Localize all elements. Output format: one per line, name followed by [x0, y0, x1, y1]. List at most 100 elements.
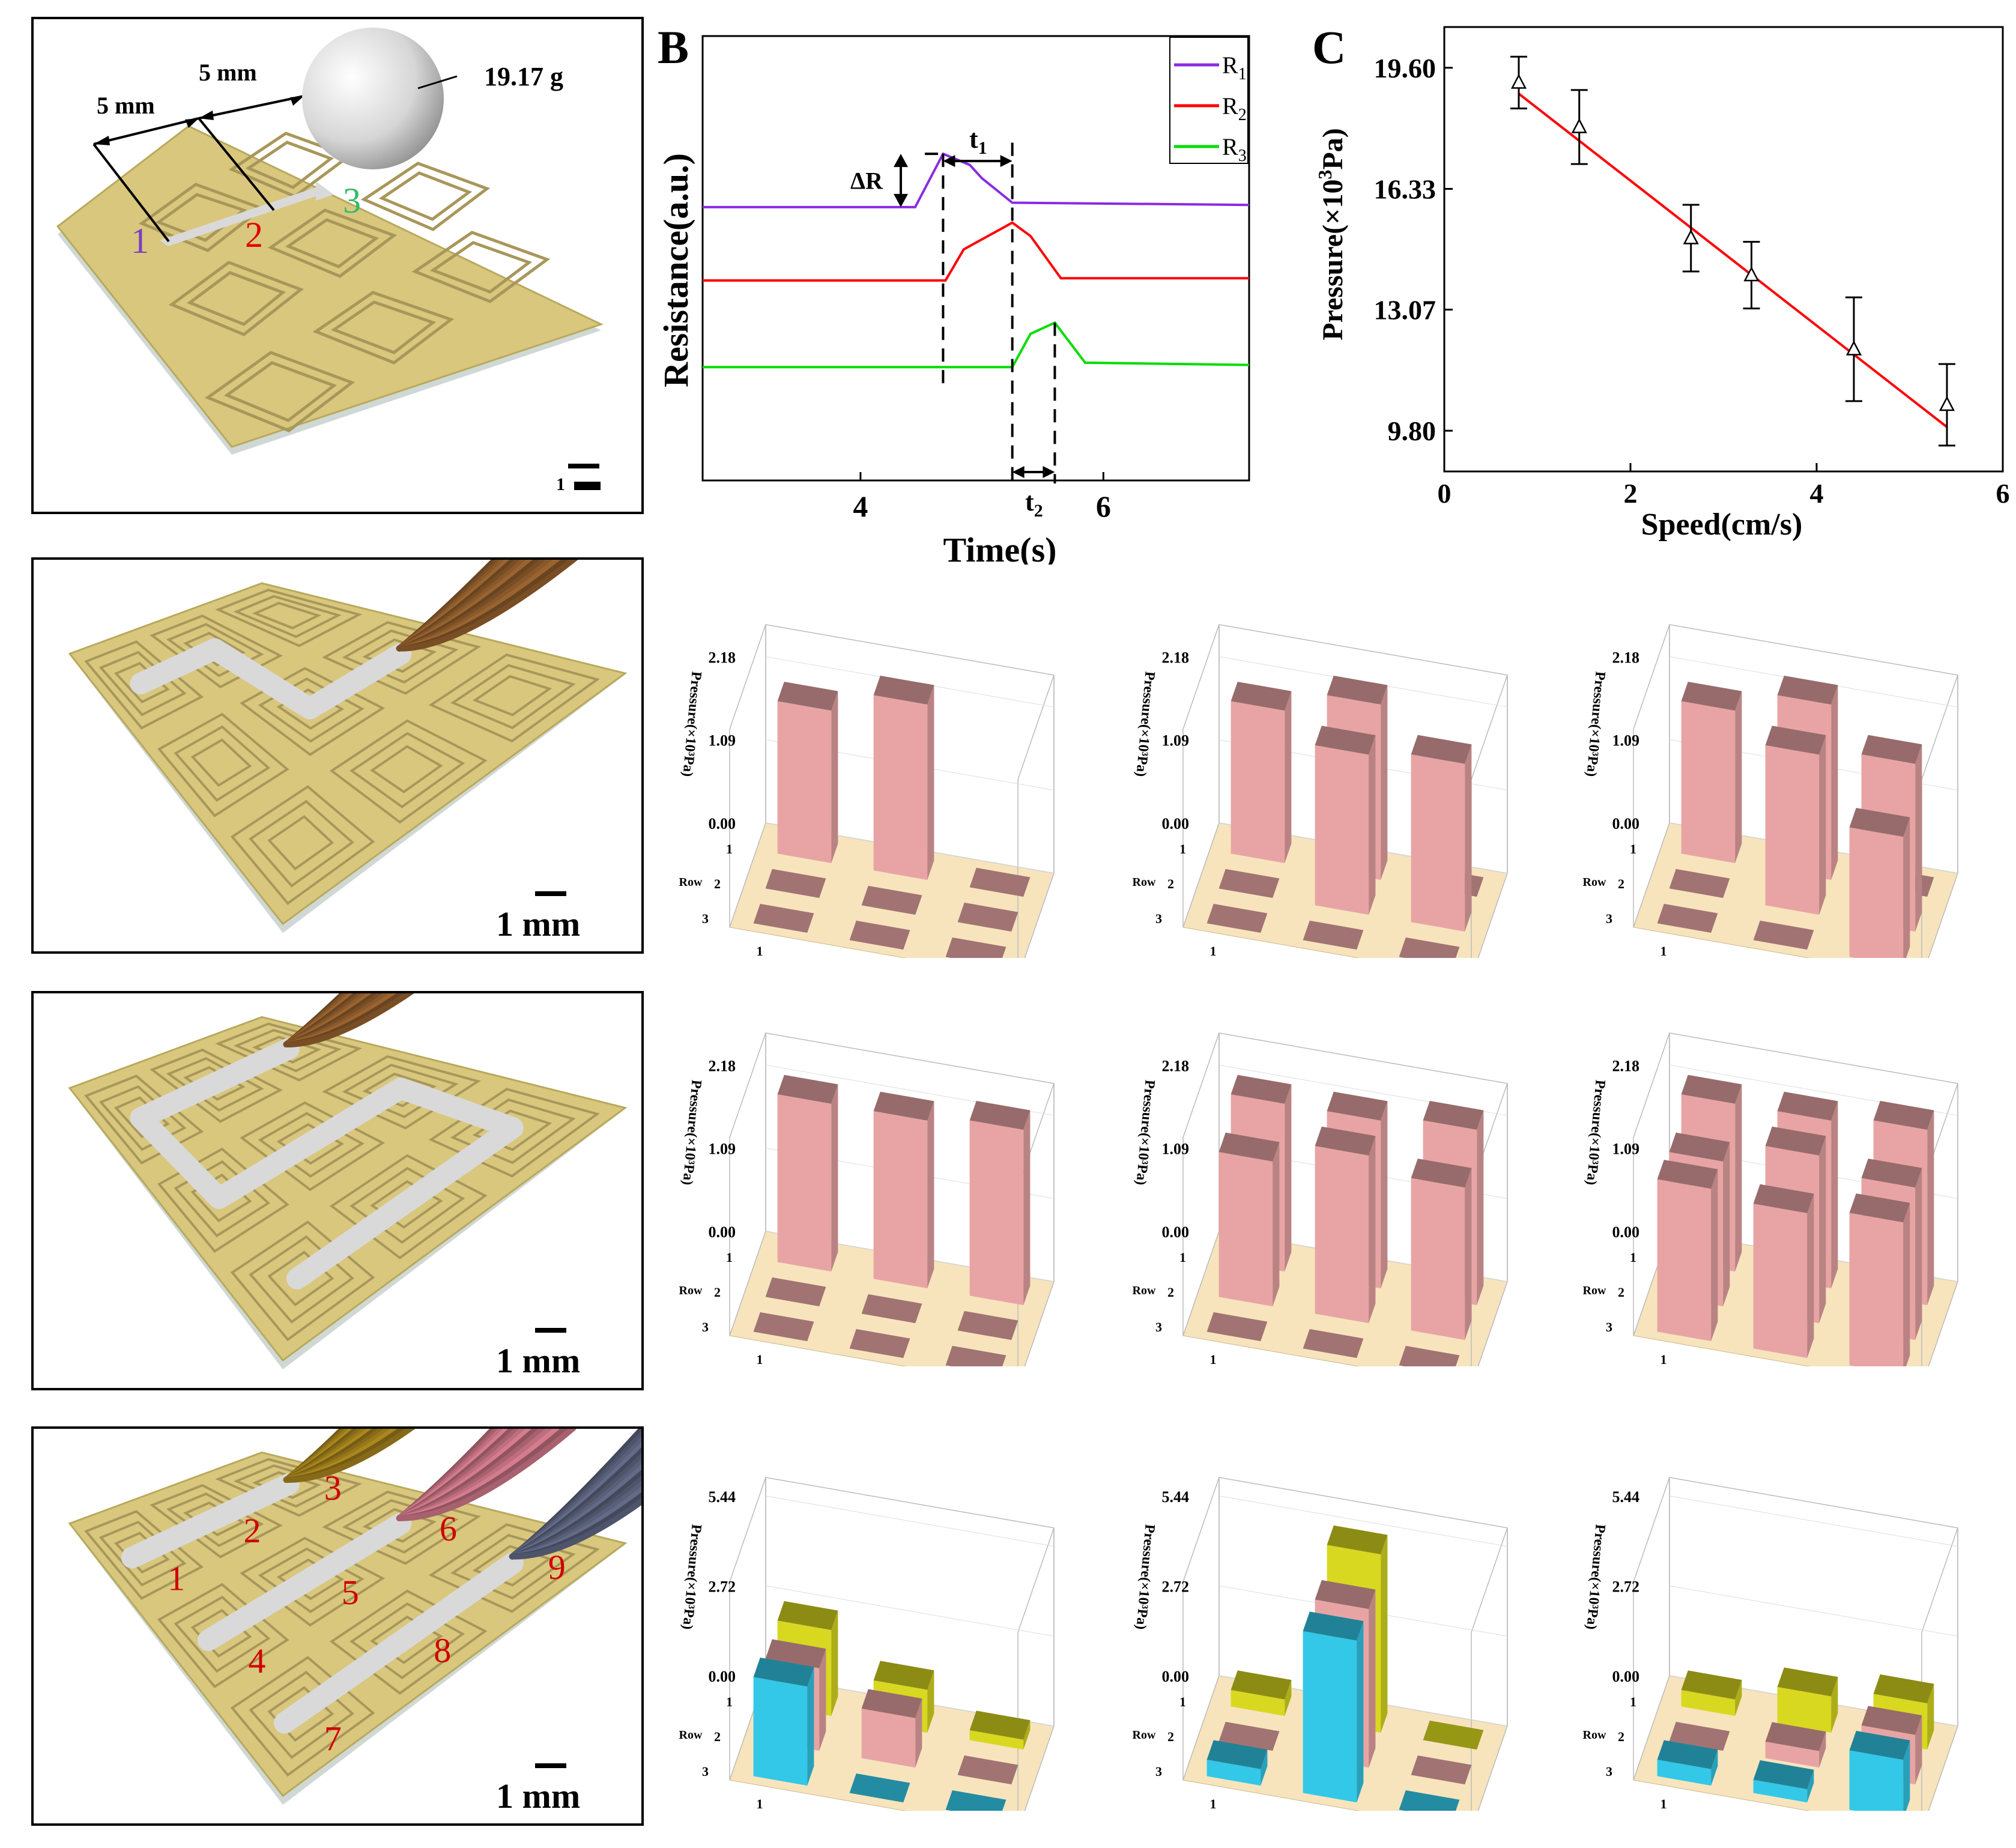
row-tick-label: 3: [1155, 1764, 1162, 1779]
bar-top: [1411, 735, 1472, 764]
row-tick-label: 1: [726, 1250, 733, 1265]
bar-top: [1765, 1722, 1826, 1751]
row-tick-label: 1: [1630, 1250, 1636, 1265]
t2-label: t2: [1025, 487, 1043, 521]
bar-side: [1381, 685, 1388, 880]
scale-bar: [535, 891, 566, 896]
series-line-r1: [703, 152, 1250, 208]
sensor-number-label: 8: [434, 1631, 451, 1670]
arrowhead: [1012, 466, 1025, 478]
z-tick-label: 0.00: [1612, 1223, 1640, 1241]
z-tick-label: 0.00: [1162, 815, 1190, 832]
legend-label: R1: [1222, 52, 1247, 83]
z-tick-label: 2.18: [1612, 1057, 1640, 1074]
bar3d-chart: 0.001.092.18Pressure(×10³Pa)123Row135Col…: [1583, 624, 1958, 958]
bar-front: [873, 695, 928, 880]
bar-side: [1261, 1750, 1268, 1786]
bar-front: [1753, 1780, 1808, 1803]
panel-label-b: B: [658, 21, 689, 73]
bar: [777, 682, 838, 864]
bar-footprint: [1753, 920, 1814, 950]
chart-c: C 0 2 4 6 9.80 13.07 16.33 19.60 Speed(cm/s) Pr…: [1312, 21, 2010, 542]
bar-side: [831, 691, 838, 864]
bar-front: [1315, 745, 1369, 915]
legend-box: [1169, 37, 1249, 164]
z-tick-label: 2.72: [1162, 1578, 1190, 1595]
sensor-number-label: 5: [342, 1573, 359, 1612]
row-tick-label: 2: [1618, 1729, 1624, 1744]
side-wall: [1182, 1477, 1220, 1781]
bar-top: [1861, 1706, 1922, 1735]
y-tick-label: 13.07: [1374, 295, 1436, 326]
brush-icon: [396, 560, 578, 652]
z-tick-label: 2.72: [709, 1578, 736, 1595]
side-wall: [729, 1032, 766, 1336]
z-tick-label: 1.09: [1612, 732, 1640, 750]
scale-bar: [535, 1328, 566, 1333]
z-tick-label: 0.00: [1612, 1668, 1640, 1685]
bar-front: [1657, 1759, 1712, 1786]
bar-side: [1357, 1621, 1364, 1803]
bar-top: [1753, 1760, 1814, 1790]
bar-top: [1777, 1091, 1838, 1121]
bar-side: [1819, 735, 1826, 915]
col-tick-label: 1: [1660, 1796, 1667, 1811]
row-axis-title: Row: [1583, 1728, 1606, 1742]
panel-multi-brush: 1 2 3 4 5 6 7 8 9 1 mm: [31, 1426, 644, 1826]
scale-label: 1: [556, 474, 565, 494]
side-wall: [729, 624, 766, 928]
z-tick-label: 2.72: [1612, 1578, 1640, 1595]
bar-footprint: [849, 920, 910, 950]
chart-c-xlabel: Speed(cm/s): [1641, 507, 1803, 542]
bar3d-chart: 0.001.092.18Pressure(×10³Pa)123Row135Col…: [679, 624, 1055, 958]
row-tick-label: 3: [702, 911, 709, 926]
arrowhead: [894, 154, 908, 168]
row-tick-label: 1: [1179, 1250, 1186, 1265]
bar: [1315, 726, 1376, 915]
side-wall: [1633, 1032, 1670, 1336]
bar-front: [777, 701, 832, 864]
bar-front: [1849, 827, 1904, 958]
bar-side: [1927, 1110, 1934, 1306]
bar-side: [1465, 1168, 1472, 1341]
bar-footprint: [1399, 1790, 1460, 1811]
bar-side: [1819, 1731, 1826, 1768]
series-line-r3: [703, 321, 1250, 369]
row-tick-label: 3: [1606, 911, 1612, 926]
bar: [1218, 1132, 1280, 1307]
chart-b-axes: [701, 35, 1250, 482]
bar-side: [1023, 1720, 1031, 1750]
bar-side: [1381, 1101, 1388, 1289]
bar-top: [1327, 1091, 1388, 1121]
bar-top: [1849, 1193, 1910, 1223]
right-wall: [1017, 674, 1055, 958]
steel-ball: [302, 28, 444, 169]
bar-front: [1765, 745, 1820, 915]
col-tick-label: 1: [1660, 944, 1667, 958]
bar-top: [1765, 726, 1826, 755]
row-axis-title: Row: [679, 1284, 703, 1297]
bar-front: [1777, 1686, 1832, 1733]
z-axis-title: Pressure(×10³Pa): [679, 671, 704, 778]
row-axis-title: Row: [1133, 1284, 1156, 1297]
bar-top: [1777, 675, 1838, 705]
sensor-number-label: 2: [244, 1511, 261, 1550]
bar3d-chart: 0.002.725.44Pressure(×10³Pa)123Row135Col…: [1583, 1477, 1958, 1811]
bar: [1849, 1193, 1910, 1366]
bar-top: [1849, 808, 1910, 837]
bar-top: [873, 1661, 934, 1690]
bar-side: [1381, 1534, 1388, 1733]
bar-side: [1735, 1084, 1742, 1272]
brush-trace: [121, 1473, 300, 1569]
z-axis-title: Pressure(×10³Pa): [1133, 1079, 1157, 1186]
z-tick-label: 1.09: [709, 1141, 736, 1158]
row-axis-title: Row: [1133, 876, 1156, 889]
bar-top: [969, 1100, 1031, 1130]
bar-footprint: [753, 903, 814, 933]
bar: [777, 1074, 838, 1272]
bar-top: [1873, 1100, 1934, 1130]
bar-footprint: [1206, 1312, 1268, 1342]
bar-side: [927, 1670, 934, 1733]
bar-footprint: [765, 1277, 826, 1307]
z-tick-label: 5.44: [1162, 1488, 1190, 1506]
